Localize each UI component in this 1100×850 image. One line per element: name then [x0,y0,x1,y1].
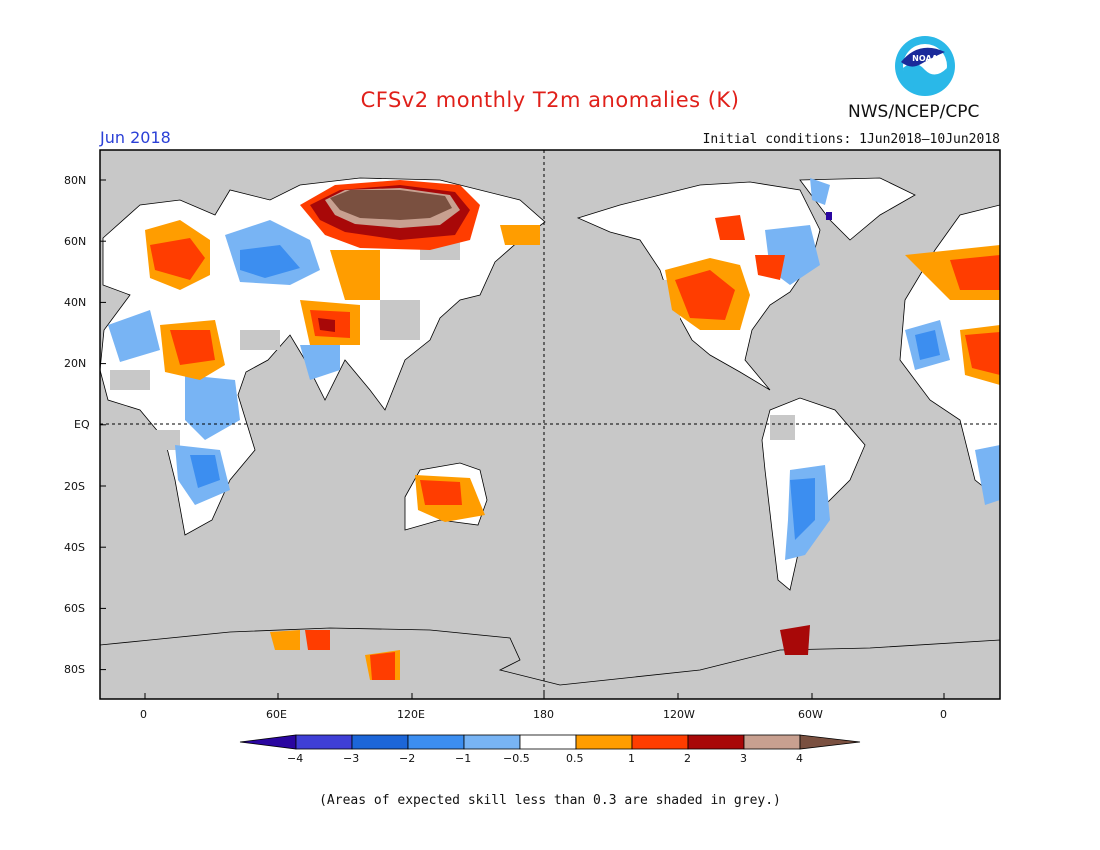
lon-label-60e: 60E [266,708,287,721]
colorbar-segment [295,734,353,750]
month-label: Jun 2018 [100,128,171,147]
lat-label-40n: 40N [64,296,87,309]
colorbar-label: −0.5 [503,752,530,765]
colorbar-label: 0.5 [566,752,584,765]
lon-label-0-right: 0 [940,708,947,721]
lat-label-60n: 60N [64,235,87,248]
lat-label-80s: 80S [64,663,85,676]
noaa-logo: NOAA [895,36,955,96]
agency-label: NWS/NCEP/CPC [848,102,980,122]
colorbar-label: 4 [796,752,803,765]
lat-label-eq: EQ [74,418,90,431]
colorbar-label: −2 [399,752,416,765]
anomaly-field [100,150,1000,699]
colorbar-segment [519,734,577,750]
colorbar-segment [575,734,633,750]
colorbar-label: −3 [343,752,360,765]
lon-label-120e: 120E [397,708,425,721]
lat-label-40s: 40S [64,541,85,554]
svg-text:NOAA: NOAA [912,54,938,63]
lon-label-180: 180 [533,708,554,721]
colorbar-label: 2 [684,752,691,765]
colorbar-segment [407,734,465,750]
lat-label-20s: 20S [64,480,85,493]
longitude-ticks [144,693,945,699]
lon-label-120w: 120W [663,708,695,721]
colorbar-segment [743,734,801,750]
latitude-ticks [100,179,106,671]
colorbar-label: 1 [628,752,635,765]
colorbar-label: −1 [455,752,472,765]
lon-label-0-left: 0 [140,708,147,721]
lat-label-20n: 20N [64,357,87,370]
colorbar [239,734,861,750]
colorbar-arrow-low [239,734,297,750]
colorbar-label: 3 [740,752,747,765]
lat-label-80n: 80N [64,174,87,187]
colorbar-label: −4 [287,752,304,765]
colorbar-arrow-high [799,734,861,750]
colorbar-segment [351,734,409,750]
colorbar-segment [463,734,521,750]
skill-footnote: (Areas of expected skill less than 0.3 a… [319,793,781,808]
initial-conditions-label: Initial conditions: 1Jun2018–10Jun2018 [702,132,1000,147]
colorbar-segment [631,734,689,750]
colorbar-segment [687,734,745,750]
lon-label-60w: 60W [798,708,823,721]
lat-label-60s: 60S [64,602,85,615]
map-title: CFSv2 monthly T2m anomalies (K) [360,88,740,112]
